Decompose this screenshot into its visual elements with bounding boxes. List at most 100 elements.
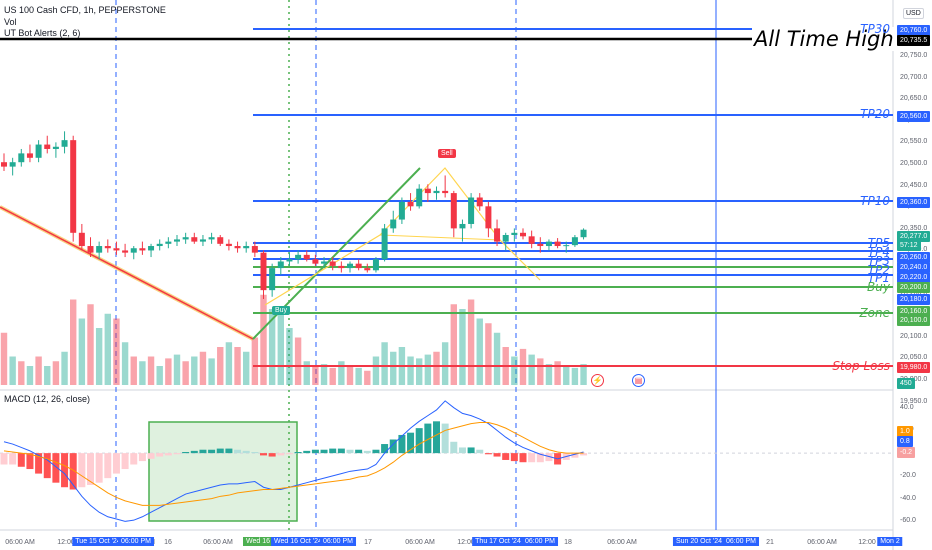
candle-body — [277, 261, 284, 269]
volume-bar — [554, 361, 561, 385]
tp3-label: TP3 — [867, 254, 890, 268]
candle-body — [381, 228, 388, 260]
macd-histogram-bar — [52, 453, 60, 483]
symbol-title[interactable]: US 100 Cash CFD, 1h, PEPPERSTONE — [4, 5, 166, 15]
macd-histogram-bar — [510, 453, 518, 462]
candle-body — [52, 146, 59, 149]
macd-histogram-bar — [285, 453, 293, 455]
macd-indicator-label[interactable]: MACD (12, 26, close) — [4, 394, 91, 404]
volume-bar — [191, 356, 198, 385]
price-tick-label: 20,050.0 — [900, 354, 928, 362]
volume-bar — [407, 356, 414, 385]
macd-histogram-bar — [311, 449, 319, 454]
time-highlight-label: Tue 15 Oct '24 — [72, 537, 124, 546]
candle-body — [485, 206, 492, 229]
buy-signal-badge[interactable]: Buy — [272, 306, 291, 315]
macd-highlight-box — [148, 421, 298, 522]
macd-histogram-bar — [35, 453, 43, 474]
candle-body — [494, 228, 501, 242]
macd-histogram-bar — [294, 452, 302, 454]
macd-histogram-bar — [164, 453, 172, 456]
volume-bar — [381, 342, 388, 385]
price-tick-label: 19,950.0 — [900, 397, 928, 405]
time-highlight-label: Mon 2 — [877, 537, 903, 546]
lightning-event-icon[interactable]: ⚡ — [591, 374, 604, 387]
candle-body — [355, 263, 362, 269]
time-tick-label: 18 — [564, 539, 572, 546]
volume-bar — [329, 367, 336, 385]
price-level-tag: 20,200.0 — [897, 282, 931, 293]
time-tick-label: 21 — [766, 539, 774, 546]
macd-value-tag: -0.2 — [897, 447, 916, 458]
volume-bar — [467, 299, 475, 385]
volume-bar — [338, 361, 345, 385]
candle-body — [225, 243, 232, 247]
macd-histogram-bar — [17, 453, 25, 467]
volume-bar — [26, 366, 34, 385]
candle-body — [174, 239, 180, 242]
time-tick-label: 16 — [164, 539, 172, 546]
candle-body — [424, 188, 431, 194]
volume-bar — [61, 351, 68, 385]
zone-label: Zone — [859, 306, 890, 320]
macd-value-tag: 1.0 — [897, 426, 913, 437]
candle-body — [44, 144, 51, 149]
tp1-label: TP1 — [867, 271, 890, 285]
volume-bar — [52, 361, 60, 385]
time-tick-label: 12:00 — [858, 539, 876, 546]
macd-histogram-bar — [441, 423, 449, 454]
volume-bar — [35, 356, 42, 385]
candle-body — [416, 188, 423, 207]
us-flag-event-icon[interactable]: ▤ — [632, 374, 645, 387]
macd-histogram-bar — [199, 449, 207, 454]
volume-bar — [571, 367, 579, 385]
macd-histogram-bar — [95, 453, 103, 483]
volume-bar — [476, 318, 483, 385]
currency-button[interactable]: USD — [903, 8, 924, 19]
candle-body — [520, 232, 526, 237]
candle-body — [35, 144, 42, 158]
tp10-label: TP10 — [860, 194, 890, 208]
volume-bar — [528, 354, 535, 385]
volume-bar — [459, 309, 466, 385]
candle-body — [9, 162, 16, 167]
volume-bar — [139, 361, 146, 385]
ut-bot-indicator-label[interactable]: UT Bot Alerts (2, 6) — [4, 28, 81, 38]
volume-bar — [78, 318, 86, 385]
candle-body — [139, 248, 146, 251]
macd-histogram-bar — [156, 453, 164, 457]
macd-histogram-bar — [337, 448, 345, 454]
candle-body — [18, 153, 25, 163]
volume-bar — [208, 358, 215, 385]
macd-histogram-bar — [303, 450, 311, 454]
volume-bar — [70, 299, 77, 385]
candle-body — [234, 246, 241, 249]
candle-body — [321, 261, 328, 264]
macd-histogram-bar — [519, 453, 527, 463]
sell-signal-badge[interactable]: Sell — [438, 149, 456, 158]
candle-body — [442, 190, 449, 194]
macd-histogram-bar — [415, 428, 423, 454]
macd-histogram-bar — [268, 453, 276, 457]
price-level-tag: 20,100.0 — [897, 315, 931, 326]
candle-body — [208, 237, 215, 240]
volume-bar — [147, 356, 155, 385]
volume-bar — [165, 358, 172, 385]
volume-bar — [346, 366, 354, 385]
volume-bar — [182, 361, 189, 385]
volume-bar — [355, 367, 362, 385]
volume-indicator-label[interactable]: Vol — [4, 17, 17, 27]
price-tick-label: 20,100.0 — [900, 332, 928, 340]
volume-bar — [312, 366, 319, 385]
volume-bar — [121, 342, 129, 385]
macd-histogram-bar — [407, 432, 415, 454]
volume-bar — [303, 361, 310, 385]
macd-histogram-bar — [216, 448, 224, 454]
macd-histogram-bar — [493, 453, 501, 457]
macd-histogram-bar — [363, 450, 371, 454]
candle-body — [156, 243, 163, 247]
macd-histogram-bar — [43, 453, 51, 479]
candle-body — [243, 246, 250, 249]
